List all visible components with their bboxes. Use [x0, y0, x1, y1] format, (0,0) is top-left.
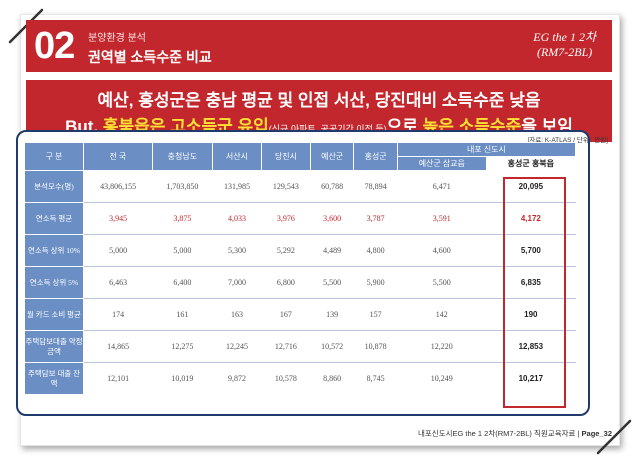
cell-seosan: 4,033 [212, 202, 262, 235]
col-header-hongseong-hongbuk: 홍성군 홍북읍 [485, 156, 577, 171]
cell-chungnam: 5,000 [152, 234, 213, 267]
cell-hongbuk: 12,853 [486, 330, 576, 363]
cell-national: 174 [83, 298, 153, 331]
cell-national: 14,865 [83, 330, 153, 363]
cell-chungnam: 12,275 [152, 330, 213, 363]
cell-hongbuk: 10,217 [486, 362, 576, 395]
cell-yesan: 3,600 [310, 202, 354, 235]
cell-seosan: 12,245 [212, 330, 262, 363]
cell-national: 43,806,155 [83, 170, 153, 203]
cell-chungnam: 1,703,850 [152, 170, 213, 203]
table-body: 분석모수(명) 43,806,155 1,703,850 131,985 129… [24, 170, 576, 395]
cell-sapgyo: 4,600 [397, 234, 487, 267]
table-row: 연소득 상위 10% 5,000 5,000 5,300 5,292 4,489… [24, 234, 576, 267]
col-header-seosan: 서산시 [211, 142, 262, 171]
cell-national: 6,463 [83, 266, 153, 299]
row-label: 연소득 상위 10% [24, 234, 84, 267]
cell-national: 3,945 [83, 202, 153, 235]
cell-hongseong: 10,878 [353, 330, 398, 363]
cell-dangjin: 5,292 [261, 234, 311, 267]
col-header-hongseong: 홍성군 [353, 142, 398, 171]
section-number: 02 [34, 25, 75, 67]
brand-line-1: EG the 1 2차 [533, 30, 596, 44]
cell-dangjin: 12,716 [261, 330, 311, 363]
brand-line-2: (RM7-2BL) [536, 45, 593, 59]
cell-hongseong: 157 [353, 298, 398, 331]
col-header-naepo-group: 내포 신도시 [396, 142, 577, 157]
table-row: 연소득 평균 3,945 3,875 4,033 3,976 3,600 3,7… [24, 202, 576, 235]
cell-seosan: 9,872 [212, 362, 262, 395]
footer-page: Page_32 [581, 429, 612, 438]
cell-hongseong: 78,894 [353, 170, 398, 203]
cell-dangjin: 129,543 [261, 170, 311, 203]
cell-national: 12,101 [83, 362, 153, 395]
cell-yesan: 4,489 [310, 234, 354, 267]
table-row: 주택담보 대출 잔액 12,101 10,019 9,872 10,578 8,… [24, 362, 576, 395]
col-header-yesan: 예산군 [309, 142, 355, 171]
cell-chungnam: 3,875 [152, 202, 213, 235]
cell-chungnam: 10,019 [152, 362, 213, 395]
section-header: 02 분양환경 분석 권역별 소득수준 비교 EG the 1 2차 (RM7-… [26, 20, 612, 72]
table-row: 월 카드 소비 평균 174 161 163 167 139 157 142 1… [24, 298, 576, 331]
cell-hongseong: 5,900 [353, 266, 398, 299]
cell-yesan: 8,860 [310, 362, 354, 395]
page-footer: 내포신도시EG the 1 2차(RM7-2BL) 직원교육자료 | Page_… [418, 428, 612, 439]
cell-chungnam: 161 [152, 298, 213, 331]
row-label: 분석모수(명) [24, 170, 84, 203]
row-label: 월 카드 소비 평균 [24, 298, 84, 331]
col-header-label: 구 분 [24, 142, 84, 171]
income-comparison-table: 구 분 전 국 충청남도 서산시 당진시 예산군 홍성군 내포 신도시 예산군 … [24, 142, 577, 395]
cell-dangjin: 167 [261, 298, 311, 331]
table-source: [자료: K-ATLAS / 단위 : 만원] [527, 137, 608, 144]
col-header-chungnam: 충청남도 [151, 142, 213, 171]
cell-chungnam: 6,400 [152, 266, 213, 299]
cell-hongbuk: 20,095 [486, 170, 576, 203]
cell-sapgyo: 12,220 [397, 330, 487, 363]
row-label: 주택담보 대출 잔액 [24, 362, 84, 395]
cell-hongseong: 3,787 [353, 202, 398, 235]
section-category: 분양환경 분석 [88, 33, 146, 44]
cell-sapgyo: 142 [397, 298, 487, 331]
section-title: 권역별 소득수준 비교 [88, 49, 212, 65]
cell-hongseong: 4,800 [353, 234, 398, 267]
hongbuk-highlight-frame [503, 177, 566, 408]
cell-sapgyo: 6,471 [397, 170, 487, 203]
cell-hongbuk: 190 [486, 298, 576, 331]
cell-dangjin: 6,800 [261, 266, 311, 299]
table-row: 주택담보대출 약정금액 14,865 12,275 12,245 12,716 … [24, 330, 576, 363]
cell-dangjin: 3,976 [261, 202, 311, 235]
cell-sapgyo: 5,500 [397, 266, 487, 299]
cell-hongseong: 8,745 [353, 362, 398, 395]
row-label: 연소득 상위 5% [24, 266, 84, 299]
col-header-dangjin: 당진시 [260, 142, 311, 171]
col-header-yesan-sapgyo: 예산군 삽교읍 [396, 156, 487, 171]
cell-hongbuk: 6,835 [486, 266, 576, 299]
table-row: 연소득 상위 5% 6,463 6,400 7,000 6,800 5,500 … [24, 266, 576, 299]
cell-national: 5,000 [83, 234, 153, 267]
row-label: 주택담보대출 약정금액 [24, 330, 84, 363]
cell-yesan: 5,500 [310, 266, 354, 299]
corner-stroke-bottom-right [596, 419, 632, 455]
cell-yesan: 60,788 [310, 170, 354, 203]
summary-note: (신규 아파트, 공공기간 이전 등) [268, 124, 387, 134]
cell-dangjin: 10,578 [261, 362, 311, 395]
cell-seosan: 5,300 [212, 234, 262, 267]
cell-hongbuk: 5,700 [486, 234, 576, 267]
cell-seosan: 131,985 [212, 170, 262, 203]
cell-sapgyo: 10,249 [397, 362, 487, 395]
cell-yesan: 139 [310, 298, 354, 331]
col-header-national: 전 국 [83, 142, 153, 171]
brand-label: EG the 1 2차 (RM7-2BL) [533, 30, 596, 60]
footer-text: 내포신도시EG the 1 2차(RM7-2BL) 직원교육자료 | [418, 429, 580, 438]
cell-seosan: 163 [212, 298, 262, 331]
row-label: 연소득 평균 [24, 202, 84, 235]
table-row: 분석모수(명) 43,806,155 1,703,850 131,985 129… [24, 170, 576, 203]
cell-seosan: 7,000 [212, 266, 262, 299]
cell-yesan: 10,572 [310, 330, 354, 363]
cell-hongbuk: 4,172 [486, 202, 576, 235]
cell-sapgyo: 3,591 [397, 202, 487, 235]
summary-line-1: 예산, 홍성군은 충남 평균 및 인접 서산, 당진대비 소득수준 낮음 [97, 91, 541, 110]
